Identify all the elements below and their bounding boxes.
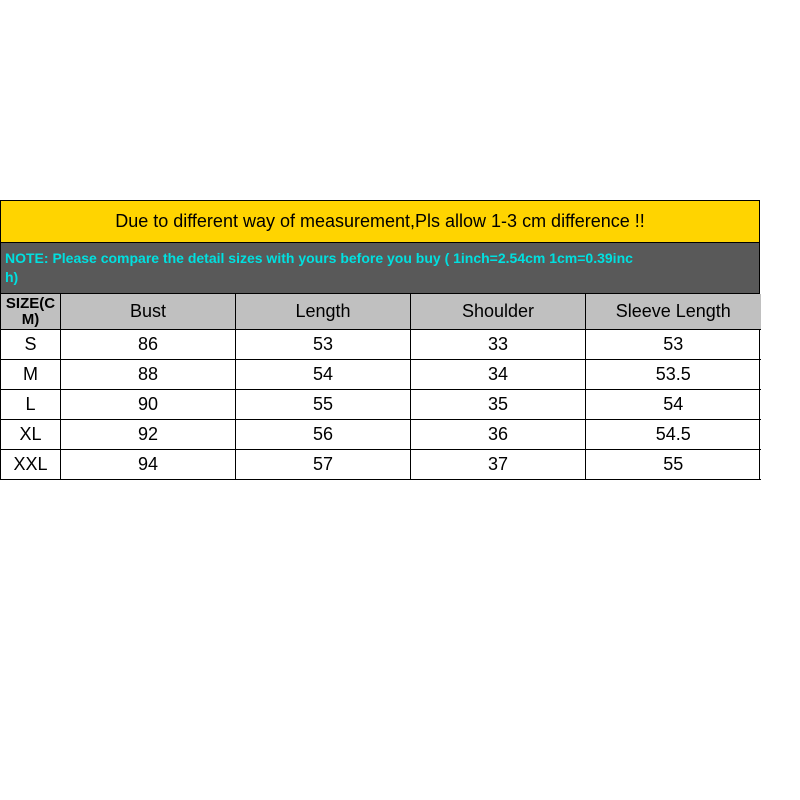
cell-value: 37 [411, 450, 586, 480]
col-length: Length [236, 294, 411, 330]
cell-value: 54 [236, 360, 411, 390]
col-sleeve: Sleeve Length [586, 294, 761, 330]
col-size: SIZE(CM) [1, 294, 61, 330]
col-bust: Bust [61, 294, 236, 330]
cell-value: 86 [61, 330, 236, 360]
size-table: SIZE(CM) Bust Length Shoulder Sleeve Len… [0, 294, 761, 481]
cell-value: 55 [586, 450, 761, 480]
table-body: S86533353M88543453.5L90553554XL92563654.… [1, 330, 761, 480]
cell-value: 53 [586, 330, 761, 360]
table-row: L90553554 [1, 390, 761, 420]
cell-value: 54 [586, 390, 761, 420]
table-row: S86533353 [1, 330, 761, 360]
table-row: XL92563654.5 [1, 420, 761, 450]
note-bar: NOTE: Please compare the detail sizes wi… [0, 243, 759, 294]
cell-value: 90 [61, 390, 236, 420]
cell-value: 88 [61, 360, 236, 390]
cell-size: M [1, 360, 61, 390]
cell-value: 53.5 [586, 360, 761, 390]
cell-size: S [1, 330, 61, 360]
table-row: M88543453.5 [1, 360, 761, 390]
note-line2: h) [5, 269, 18, 285]
col-shoulder: Shoulder [411, 294, 586, 330]
cell-size: XL [1, 420, 61, 450]
cell-size: XXL [1, 450, 61, 480]
cell-value: 36 [411, 420, 586, 450]
cell-value: 92 [61, 420, 236, 450]
table-row: XXL94573755 [1, 450, 761, 480]
note-line1: NOTE: Please compare the detail sizes wi… [5, 250, 633, 266]
measurement-banner: Due to different way of measurement,Pls … [0, 200, 759, 243]
cell-value: 94 [61, 450, 236, 480]
cell-size: L [1, 390, 61, 420]
cell-value: 54.5 [586, 420, 761, 450]
cell-value: 53 [236, 330, 411, 360]
cell-value: 55 [236, 390, 411, 420]
cell-value: 35 [411, 390, 586, 420]
size-chart: Due to different way of measurement,Pls … [0, 200, 760, 480]
cell-value: 33 [411, 330, 586, 360]
cell-value: 57 [236, 450, 411, 480]
cell-value: 34 [411, 360, 586, 390]
cell-value: 56 [236, 420, 411, 450]
table-header-row: SIZE(CM) Bust Length Shoulder Sleeve Len… [1, 294, 761, 330]
